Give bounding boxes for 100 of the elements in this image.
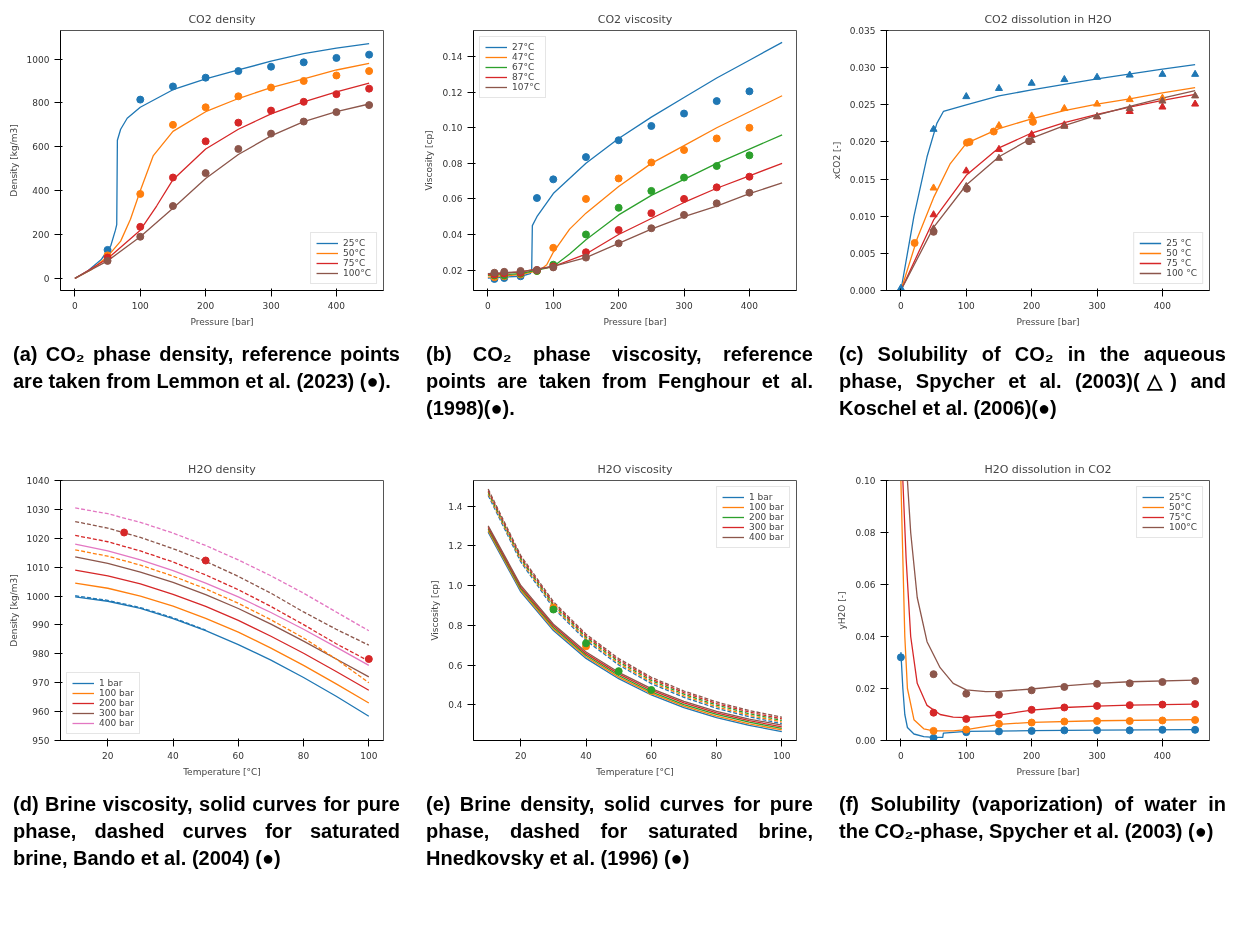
text: (b) CO₂ phase viscosity, reference points are taken from Fenghour et al. (1998)(●). (426, 342, 813, 421)
x-tick-label: 100 (360, 750, 378, 761)
x-tick-label: 80 (297, 750, 310, 761)
legend-label: 400 bar (99, 718, 134, 728)
y-tick-label: 800 (32, 98, 50, 109)
x-axis-title: Pressure [bar] (1016, 766, 1080, 777)
y-tick-label: 400 (32, 186, 50, 197)
y-tick-label: 0.12 (442, 87, 463, 98)
y-tick-label: 1010 (26, 562, 50, 573)
legend-label: 100 bar (749, 502, 784, 512)
y-tick-label: 960 (32, 707, 50, 718)
x-axis-title: Pressure [bar] (603, 316, 667, 327)
legend-label: 25 °C (1166, 238, 1192, 248)
x-tick-label: 200 (197, 300, 215, 311)
legend-label: 300 bar (749, 522, 784, 532)
text: (d) Brine viscosity, solid curves for pure phase, dashed curves for saturated brine, Bando et al. (2004) (●) (13, 792, 400, 871)
chart-title: CO2 dissolution in H2O (984, 12, 1112, 26)
x-axis-title: Pressure [bar] (1016, 316, 1080, 327)
x-axis-title: Temperature [°C] (182, 766, 261, 777)
x-tick-label: 0 (72, 300, 79, 311)
y-tick-label: 1030 (26, 504, 50, 515)
y-tick-label: 1020 (26, 533, 50, 544)
y-tick-label: 0.04 (442, 229, 463, 240)
y-axis-title: Viscosity [cp] (430, 580, 441, 641)
chart-title: CO2 density (188, 12, 257, 26)
x-axis-title: Temperature [°C] (595, 766, 674, 777)
x-tick-label: 40 (580, 750, 593, 761)
y-tick-label: 0.10 (442, 123, 463, 134)
legend-label: 200 bar (99, 698, 134, 708)
x-tick-label: 400 (740, 300, 759, 311)
y-tick-label: 1000 (26, 54, 50, 65)
y-axis-title: Density [kg/m3] (8, 124, 19, 197)
y-tick-label: 0.4 (448, 700, 463, 711)
y-tick-label: 0.020 (849, 137, 876, 148)
y-tick-label: 0.08 (442, 158, 463, 169)
y-tick-label: 1040 (26, 476, 50, 486)
x-tick-label: 200 (610, 300, 628, 311)
y-tick-label: 0.06 (855, 580, 876, 590)
y-tick-label: 600 (32, 142, 50, 153)
legend-label: 50°C (1169, 502, 1192, 512)
x-axis-title: Pressure [bar] (190, 316, 254, 327)
y-axis-title: Viscosity [cp] (424, 130, 435, 191)
y-tick-label: 1000 (26, 591, 50, 602)
text: (f) Solubility (vaporization) of water in the CO₂-phase, Spycher et al. (2003) (●) (839, 792, 1226, 844)
x-tick-label: 20 (102, 750, 114, 761)
legend-label: 200 bar (749, 512, 784, 522)
y-tick-label: 0.02 (855, 684, 876, 694)
y-tick-label: 0.8 (448, 620, 463, 631)
x-tick-label: 300 (1088, 300, 1106, 311)
text: (e) Brine density, solid curves for pure phase, dashed for saturated brine, Hnedkovsky et al. (1996) (●) (426, 792, 813, 871)
y-tick-label: 0.6 (448, 660, 463, 671)
x-tick-label: 60 (232, 750, 245, 761)
legend-label: 100°C (343, 268, 371, 278)
legend-label: 50°C (343, 248, 366, 258)
y-tick-label: 970 (32, 678, 50, 689)
chart-title: CO2 viscosity (597, 12, 673, 26)
x-tick-label: 300 (675, 300, 693, 311)
y-tick-label: 0.000 (849, 286, 876, 296)
legend-label: 87°C (512, 72, 535, 82)
x-tick-label: 200 (1023, 750, 1041, 761)
y-tick-label: 990 (32, 620, 50, 631)
x-tick-label: 60 (645, 750, 658, 761)
y-tick-label: 0.06 (442, 194, 463, 205)
y-tick-label: 0.14 (442, 52, 463, 63)
x-tick-label: 400 (1153, 300, 1172, 311)
text: (c) Solubility of CO₂ in the aqueous phase, Spycher et al. (2003)(△) and Koschel et al. (2006)(●) (839, 342, 1226, 421)
x-tick-label: 20 (515, 750, 527, 761)
x-tick-label: 300 (262, 300, 280, 311)
legend-label: 100°C (1169, 522, 1197, 532)
y-tick-label: 0.030 (849, 63, 876, 74)
chart-title: H2O dissolution in CO2 (984, 462, 1112, 476)
y-axis-title: Density [kg/m3] (8, 574, 19, 647)
legend-label: 100 bar (99, 688, 134, 698)
y-tick-label: 0.005 (849, 248, 876, 259)
y-tick-label: 0.00 (855, 736, 876, 746)
legend-label: 25°C (343, 238, 366, 248)
legend-label: 47°C (512, 52, 535, 62)
legend-label: 400 bar (749, 532, 784, 542)
y-tick-label: 1.4 (448, 501, 463, 512)
x-tick-label: 100 (957, 750, 976, 761)
y-tick-label: 1.0 (448, 581, 463, 592)
x-tick-label: 200 (1023, 300, 1041, 311)
chart-title: H2O density (188, 462, 257, 476)
x-tick-label: 0 (898, 750, 905, 761)
x-tick-label: 100 (957, 300, 976, 311)
x-tick-label: 40 (167, 750, 180, 761)
legend-label: 25°C (1169, 492, 1192, 502)
y-tick-label: 0.04 (855, 632, 876, 642)
chart-title: H2O viscosity (597, 462, 674, 476)
y-tick-label: 0.10 (855, 476, 876, 486)
legend-label: 75°C (1169, 512, 1192, 522)
x-tick-label: 400 (1153, 750, 1172, 761)
legend-label: 27°C (512, 42, 535, 52)
x-tick-label: 0 (485, 300, 492, 311)
legend-label: 100 °C (1166, 268, 1197, 278)
legend-label: 300 bar (99, 708, 134, 718)
x-tick-label: 100 (773, 750, 791, 761)
legend-label: 75°C (343, 258, 366, 268)
legend-label: 1 bar (749, 492, 773, 502)
y-tick-label: 200 (32, 230, 50, 241)
